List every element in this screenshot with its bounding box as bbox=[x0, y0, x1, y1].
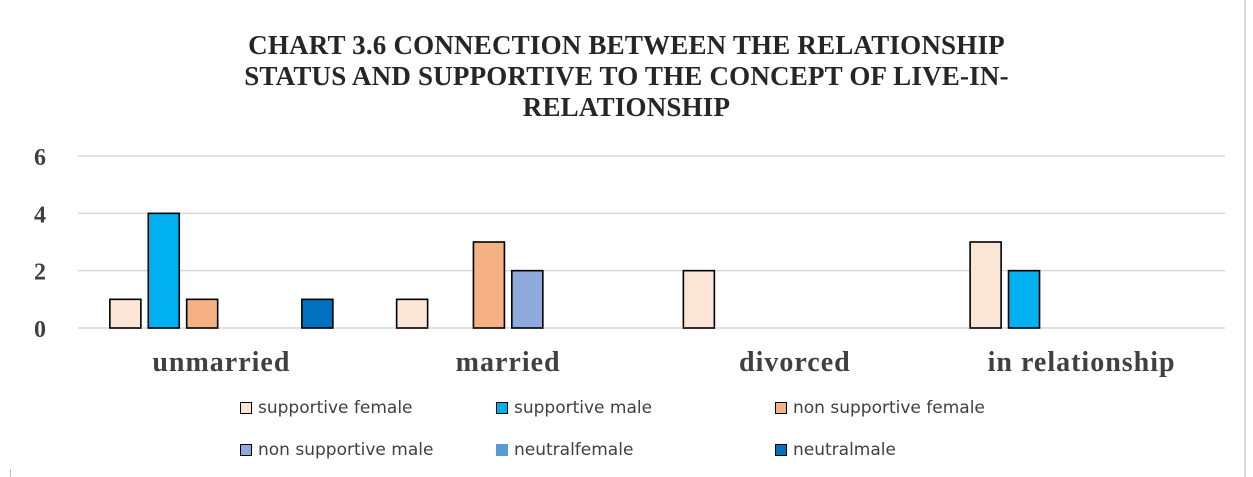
y-tick-label: 6 bbox=[34, 145, 46, 171]
legend-label: non supportive male bbox=[258, 440, 434, 460]
legend-row: non supportive male neutralfemale neutralm… bbox=[0, 440, 1253, 464]
bar-unmarried-non-supportive-female bbox=[185, 298, 219, 329]
legend-item: neutralfemale bbox=[496, 440, 633, 460]
bar-in-relationship-supportive-male bbox=[1007, 269, 1041, 329]
legend-item: neutralmale bbox=[775, 440, 896, 460]
legend-label: supportive female bbox=[258, 398, 413, 418]
chart-title-line-3: RELATIONSHIP bbox=[522, 92, 731, 122]
bar-unmarried-neutralmale bbox=[301, 298, 334, 329]
x-category-label: divorced bbox=[739, 347, 851, 378]
frame-border bbox=[1244, 0, 1246, 477]
x-category-label: married bbox=[456, 347, 561, 378]
legend-label: supportive male bbox=[514, 398, 653, 418]
legend-swatch bbox=[240, 402, 252, 414]
bar-divorced-supportive-female bbox=[682, 269, 716, 329]
x-category-label: in relationship bbox=[988, 347, 1176, 378]
x-axis-labels: unmarried married divorced in relationship bbox=[152, 347, 1176, 378]
legend-swatch bbox=[496, 444, 508, 456]
y-tick-label: 2 bbox=[34, 260, 46, 286]
legend-label: neutralfemale bbox=[514, 440, 634, 460]
legend-label: neutralmale bbox=[793, 440, 896, 460]
legend-label: non supportive female bbox=[793, 398, 985, 418]
bar-in-relationship-supportive-female bbox=[969, 241, 1002, 329]
legend-swatch bbox=[775, 402, 787, 414]
chart-title-line-2: STATUS AND SUPPORTIVE TO THE CONCEPT OF … bbox=[244, 61, 1009, 91]
legend-row: supportive female supportive male non supp… bbox=[0, 398, 1253, 422]
bar-married-supportive-female bbox=[395, 298, 429, 329]
legend-item: non supportive female bbox=[775, 398, 985, 418]
legend-item: non supportive male bbox=[240, 440, 433, 460]
bar-married-non-supportive-female bbox=[472, 241, 506, 329]
legend-swatch bbox=[240, 444, 252, 456]
frame-corner bbox=[0, 469, 11, 477]
bars bbox=[109, 212, 1041, 329]
legend-swatch bbox=[496, 402, 508, 414]
gridlines bbox=[78, 155, 1225, 329]
y-tick-label: 4 bbox=[34, 202, 46, 228]
legend-item: supportive female bbox=[240, 398, 413, 418]
bar-unmarried-supportive-male bbox=[147, 212, 181, 329]
y-axis-labels: 0 2 4 6 bbox=[34, 145, 46, 343]
chart-title-line-1: CHART 3.6 CONNECTION BETWEEN THE RELATIO… bbox=[248, 30, 1005, 60]
legend-swatch bbox=[775, 444, 787, 456]
bar-married-non-supportive-male bbox=[511, 269, 544, 329]
chart-title: CHART 3.6 CONNECTION BETWEEN THE RELATIO… bbox=[0, 30, 1253, 123]
y-tick-label: 0 bbox=[34, 317, 46, 343]
x-category-label: unmarried bbox=[152, 347, 290, 378]
bar-unmarried-supportive-female bbox=[109, 298, 142, 329]
legend-item: supportive male bbox=[496, 398, 652, 418]
